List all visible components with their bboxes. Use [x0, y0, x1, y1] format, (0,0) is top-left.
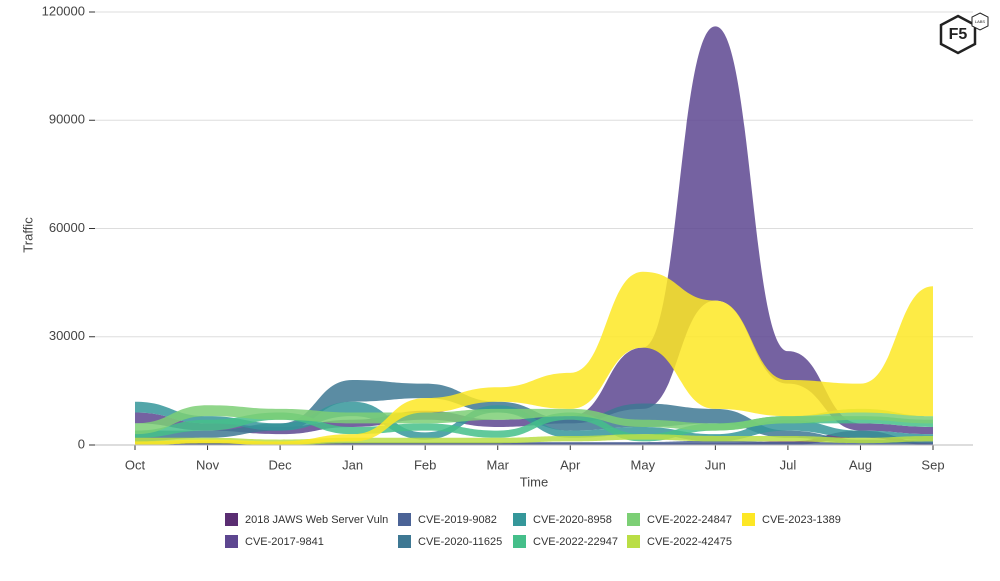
legend-label: CVE-2023-1389	[762, 514, 841, 526]
legend-swatch	[513, 513, 526, 526]
ribbon	[135, 412, 933, 442]
logo-small-hex	[971, 12, 989, 31]
legend-label: CVE-2022-24847	[647, 514, 732, 526]
x-tick-label: Dec	[269, 457, 293, 472]
legend-swatch	[742, 513, 755, 526]
legend-swatch	[627, 513, 640, 526]
legend-swatch	[398, 513, 411, 526]
ribbon	[135, 26, 933, 435]
y-tick-label: 120000	[42, 3, 85, 18]
legend-swatch	[225, 535, 238, 548]
x-tick-label: Nov	[196, 457, 220, 472]
x-tick-label: May	[631, 457, 656, 472]
x-axis-label: Time	[520, 474, 548, 489]
y-tick-label: 0	[78, 436, 85, 451]
x-tick-label: Mar	[487, 457, 510, 472]
x-tick-label: Sep	[921, 457, 944, 472]
legend-label: CVE-2022-42475	[647, 536, 732, 548]
legend-label: CVE-2022-22947	[533, 536, 618, 548]
logo-sub: LABS	[975, 19, 986, 24]
ribbon	[135, 440, 933, 445]
x-tick-label: Feb	[414, 457, 436, 472]
legend-label: CVE-2017-9841	[245, 536, 324, 548]
legend-label: CVE-2020-8958	[533, 514, 612, 526]
logo: F5 LABS	[939, 12, 989, 55]
legend-label: CVE-2020-11625	[418, 536, 502, 548]
logo-text: F5	[949, 26, 968, 43]
x-tick-label: Aug	[849, 457, 872, 472]
y-tick-label: 30000	[49, 328, 85, 343]
y-axis-label: Traffic	[20, 217, 35, 253]
y-tick-label: 90000	[49, 112, 85, 127]
legend-label: 2018 JAWS Web Server Vuln	[245, 514, 388, 526]
x-tick-label: Jan	[342, 457, 363, 472]
legend-label: CVE-2019-9082	[418, 514, 497, 526]
x-tick-label: Jul	[780, 457, 797, 472]
x-tick-label: Oct	[125, 457, 146, 472]
ribbon	[135, 271, 933, 445]
x-tick-label: Jun	[705, 457, 726, 472]
legend-swatch	[225, 513, 238, 526]
y-tick-label: 60000	[49, 220, 85, 235]
ribbon	[135, 434, 933, 445]
legend-swatch	[627, 535, 640, 548]
ribbon	[135, 405, 933, 435]
legend-swatch	[398, 535, 411, 548]
legend-swatch	[513, 535, 526, 548]
x-tick-label: Apr	[560, 457, 581, 472]
